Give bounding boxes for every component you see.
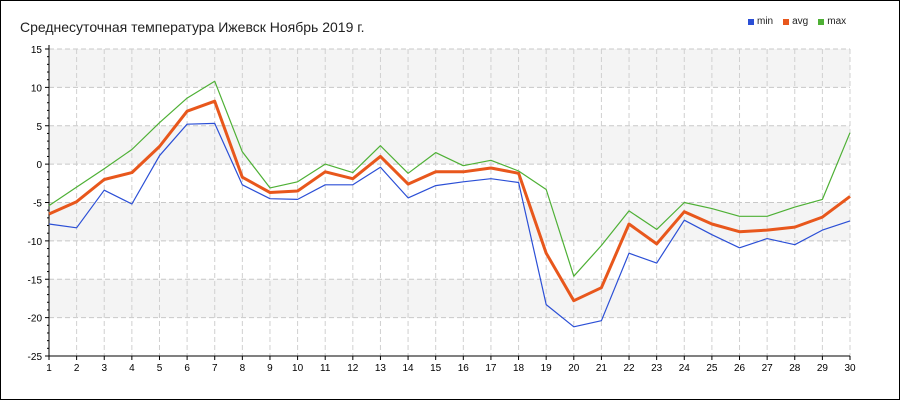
y-tick-label: -20 bbox=[28, 314, 43, 325]
legend-swatch-max bbox=[818, 18, 825, 25]
x-tick-label: 24 bbox=[679, 363, 691, 374]
x-tick-label: 25 bbox=[706, 363, 718, 374]
legend-swatch-avg bbox=[783, 18, 790, 25]
y-tick-label: -5 bbox=[33, 199, 42, 210]
x-tick-label: 26 bbox=[734, 363, 746, 374]
x-tick-label: 13 bbox=[375, 363, 387, 374]
x-tick-label: 16 bbox=[458, 363, 470, 374]
x-tick-label: 19 bbox=[541, 363, 553, 374]
x-tick-label: 10 bbox=[292, 363, 304, 374]
grid-band bbox=[49, 279, 850, 318]
y-tick-label: -15 bbox=[28, 275, 43, 286]
x-tick-label: 23 bbox=[651, 363, 663, 374]
x-tick-label: 5 bbox=[157, 363, 163, 374]
x-tick-label: 14 bbox=[403, 363, 415, 374]
y-tick-label: 0 bbox=[36, 160, 42, 171]
x-tick-label: 7 bbox=[212, 363, 218, 374]
series-line-min bbox=[48, 122, 851, 328]
x-tick-label: 2 bbox=[74, 363, 80, 374]
legend-label-min: min bbox=[757, 16, 774, 27]
grid-band bbox=[49, 125, 850, 165]
legend-item-min: min bbox=[748, 16, 773, 27]
x-tick-label: 28 bbox=[789, 363, 801, 374]
x-tick-label: 21 bbox=[596, 363, 608, 374]
legend-swatch-min bbox=[748, 18, 754, 25]
x-tick-label: 8 bbox=[240, 363, 246, 374]
chart-title: Среднесуточная температура Ижевск Ноябрь… bbox=[20, 19, 365, 35]
x-tick-label: 11 bbox=[320, 363, 331, 374]
x-tick-label: 17 bbox=[485, 363, 497, 374]
legend-item-max: max bbox=[818, 16, 846, 27]
x-tick-label: 30 bbox=[844, 363, 856, 374]
x-tick-label: 15 bbox=[430, 363, 442, 374]
legend-item-avg: avg bbox=[783, 16, 808, 27]
y-tick-label: 10 bbox=[31, 83, 43, 94]
x-tick-label: 9 bbox=[267, 363, 273, 374]
x-tick-label: 6 bbox=[184, 363, 190, 374]
y-tick-label: -10 bbox=[28, 237, 43, 248]
x-tick-label: 18 bbox=[513, 363, 525, 374]
x-tick-label: 1 bbox=[46, 363, 52, 374]
x-tick-label: 3 bbox=[101, 363, 107, 374]
x-tick-label: 4 bbox=[129, 363, 135, 374]
chart-legend: min avg max bbox=[748, 16, 846, 27]
x-tick-label: 12 bbox=[347, 363, 359, 374]
x-tick-label: 22 bbox=[623, 363, 635, 374]
y-tick-label: 15 bbox=[31, 45, 43, 56]
y-tick-label: -25 bbox=[28, 352, 43, 363]
y-tick-label: 5 bbox=[36, 122, 42, 133]
x-tick-label: 29 bbox=[817, 363, 829, 374]
series-line-avg bbox=[48, 99, 851, 303]
grid-band bbox=[49, 49, 850, 88]
legend-label-avg: avg bbox=[792, 16, 809, 27]
legend-label-max: max bbox=[827, 16, 847, 27]
series-line-max bbox=[48, 80, 851, 277]
grid-band bbox=[49, 202, 850, 241]
x-tick-label: 27 bbox=[762, 363, 774, 374]
x-tick-label: 20 bbox=[568, 363, 580, 374]
